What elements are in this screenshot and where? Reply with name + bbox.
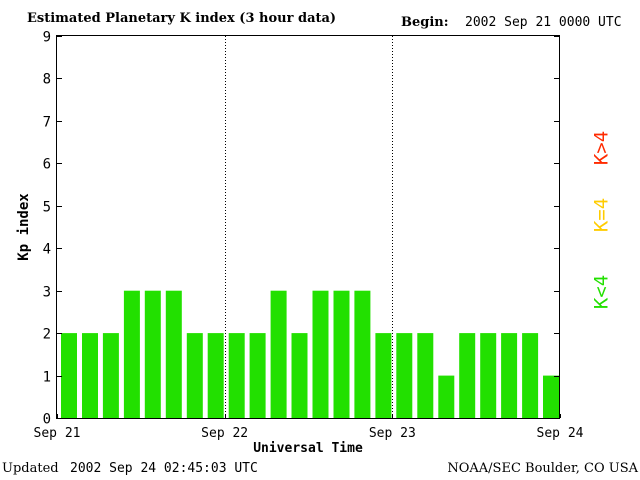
y-tick-label: 2 [43, 327, 51, 343]
begin-label: Begin: [401, 15, 449, 30]
kp-bar [61, 333, 77, 418]
kp-bar [438, 375, 455, 418]
kp-bar [249, 333, 266, 418]
x-tick-label: Sep 21 [34, 426, 81, 441]
kp-bar [186, 333, 203, 418]
kp-bar [312, 290, 329, 418]
kp-bar [144, 290, 161, 418]
x-tick-label: Sep 24 [537, 426, 584, 441]
source-credit: NOAA/SEC Boulder, CO USA [447, 461, 638, 476]
updated-label: Updated [2, 461, 59, 476]
kp-bar [207, 333, 224, 418]
kp-bar [480, 333, 497, 418]
kp-bar [543, 375, 559, 418]
y-axis-label: Kp index [16, 193, 32, 261]
x-tick-label: Sep 23 [369, 426, 416, 441]
kp-bar [501, 333, 518, 418]
kp-bar [333, 290, 350, 418]
y-tick-label: 8 [43, 72, 51, 88]
kp-bar [165, 290, 182, 418]
y-tick-label: 9 [43, 30, 51, 46]
x-tick-label: Sep 22 [201, 426, 248, 441]
legend-item: K=4 [591, 198, 613, 232]
kp-bar [270, 290, 287, 418]
kp-bar [123, 290, 140, 418]
updated-value: 2002 Sep 24 02:45:03 UTC [70, 461, 258, 476]
kp-bar [522, 333, 539, 418]
x-axis-label: Universal Time [253, 441, 363, 456]
kp-bar [228, 333, 245, 418]
kp-bar [354, 290, 371, 418]
kp-bar [102, 333, 119, 418]
y-tick-label: 6 [43, 157, 51, 173]
kp-bar [82, 333, 98, 418]
kp-bar [459, 333, 476, 418]
y-tick-label: 3 [43, 285, 51, 301]
begin-value: 2002 Sep 21 0000 UTC [465, 15, 622, 30]
y-tick-label: 7 [43, 115, 51, 131]
kp-bar [291, 333, 308, 418]
legend-item: K<4 [591, 275, 613, 309]
kp-bar [417, 333, 434, 418]
kp-bar [396, 333, 413, 418]
kp-bar [375, 333, 392, 418]
plot-frame [56, 35, 560, 419]
y-tick-label: 0 [43, 412, 51, 428]
chart-title: Estimated Planetary K index (3 hour data… [27, 11, 337, 26]
y-tick-label: 5 [43, 200, 51, 216]
y-tick-label: 1 [43, 370, 51, 386]
legend-item: K>4 [591, 131, 613, 165]
y-tick-label: 4 [43, 242, 51, 258]
